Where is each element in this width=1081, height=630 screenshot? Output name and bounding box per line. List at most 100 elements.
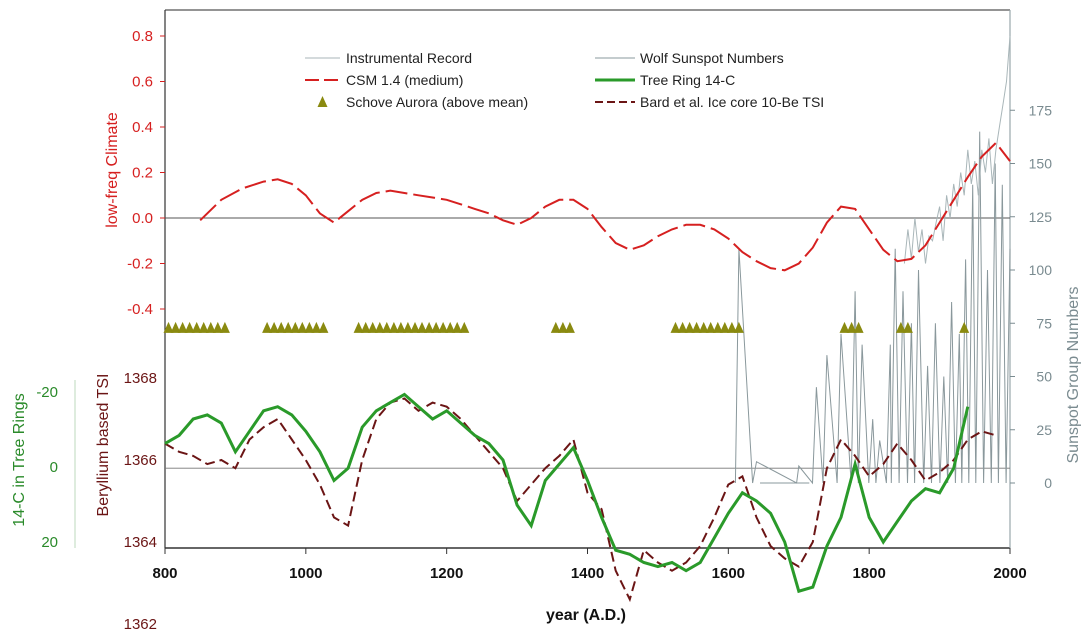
aurora-marker bbox=[198, 321, 209, 333]
legend-label: Instrumental Record bbox=[346, 50, 472, 66]
aurora-marker bbox=[353, 321, 364, 333]
aurora-marker bbox=[212, 321, 223, 333]
c14-tick-label: -20 bbox=[36, 384, 58, 401]
aurora-marker bbox=[163, 321, 174, 333]
x-axis-label: year (A.D.) bbox=[546, 607, 626, 624]
legend-item: Bard et al. Ice core 10-Be TSI bbox=[595, 94, 824, 110]
aurora-marker bbox=[318, 321, 329, 333]
aurora-marker bbox=[262, 321, 273, 333]
aurora-marker bbox=[417, 321, 427, 333]
tree-ring-series-line bbox=[164, 392, 970, 594]
aurora-marker bbox=[698, 321, 709, 333]
aurora-marker bbox=[191, 321, 202, 333]
legend-label: Tree Ring 14-C bbox=[640, 72, 735, 88]
aurora-marker bbox=[853, 321, 864, 333]
sunspot-tick-label: 100 bbox=[1029, 262, 1053, 278]
aurora-marker bbox=[726, 321, 737, 333]
x-tick-label: 1600 bbox=[712, 565, 745, 582]
aurora-marker bbox=[902, 321, 913, 333]
climate-tick-label: 0.2 bbox=[132, 165, 153, 182]
aurora-marker bbox=[410, 321, 420, 333]
aurora-marker bbox=[431, 321, 442, 333]
tsi-tick-label: 1362 bbox=[124, 616, 157, 630]
aurora-marker bbox=[283, 321, 294, 333]
aurora-marker bbox=[402, 321, 413, 333]
legend-item: Schove Aurora (above mean) bbox=[317, 94, 528, 110]
x-tick-label: 1000 bbox=[289, 565, 322, 582]
series-layer bbox=[163, 35, 1011, 603]
aurora-marker bbox=[670, 321, 681, 333]
aurora-marker bbox=[895, 321, 906, 333]
climate-tick-label: 0.6 bbox=[132, 74, 153, 91]
instrumental-series-line bbox=[903, 35, 1011, 264]
legend-label: CSM 1.4 (medium) bbox=[346, 72, 463, 88]
aurora-marker bbox=[367, 321, 378, 333]
aurora-marker bbox=[452, 321, 463, 333]
aurora-marker bbox=[959, 321, 970, 333]
aurora-marker bbox=[388, 321, 399, 333]
aurora-marker bbox=[424, 321, 435, 333]
sunspot-tick-label: 25 bbox=[1036, 422, 1052, 438]
sunspot-tick-label: 50 bbox=[1036, 369, 1052, 385]
aurora-marker bbox=[276, 321, 287, 333]
bard-tsi-series-line bbox=[164, 397, 997, 603]
aurora-marker bbox=[311, 321, 322, 333]
legend-item: Wolf Sunspot Numbers bbox=[595, 50, 784, 66]
legend-label: Wolf Sunspot Numbers bbox=[640, 50, 784, 66]
legend-item: Instrumental Record bbox=[305, 50, 472, 66]
sunspot-series-line bbox=[734, 131, 1011, 485]
aurora-marker bbox=[290, 321, 301, 333]
aurora-marker bbox=[550, 321, 561, 333]
legend-label: Bard et al. Ice core 10-Be TSI bbox=[640, 94, 824, 110]
sunspot-axis-label: Sunspot Group Numbers bbox=[1065, 287, 1081, 464]
climate-tick-label: -0.2 bbox=[127, 256, 153, 273]
aurora-marker bbox=[170, 321, 181, 333]
x-tick-label: 1800 bbox=[852, 565, 885, 582]
aurora-marker bbox=[269, 321, 280, 333]
aurora-marker bbox=[445, 321, 456, 333]
sunspot-tick-label: 0 bbox=[1044, 475, 1052, 491]
aurora-marker bbox=[564, 321, 575, 333]
aurora-marker bbox=[219, 321, 230, 333]
c14-tick-label: 0 bbox=[50, 459, 58, 476]
x-tick-label: 800 bbox=[152, 565, 177, 582]
aurora-marker bbox=[395, 321, 406, 333]
csm-series-line bbox=[199, 141, 1011, 272]
aurora-marker bbox=[184, 321, 195, 333]
aurora-marker bbox=[684, 321, 695, 333]
c14-axis-label: 14-C in Tree Rings bbox=[11, 393, 28, 526]
climate-axis-label: low-freq Climate bbox=[104, 112, 121, 228]
climate-tick-label: 0.0 bbox=[132, 210, 153, 227]
aurora-marker bbox=[839, 321, 850, 333]
aurora-marker bbox=[733, 321, 744, 333]
sunspot-tick-label: 75 bbox=[1036, 315, 1052, 331]
aurora-marker bbox=[705, 321, 716, 333]
ticks-layer: 800 1000 1200 1400 1600 1800 20000.80.60.40.20… bbox=[36, 28, 1052, 630]
aurora-marker bbox=[677, 321, 688, 333]
tsi-tick-label: 1368 bbox=[124, 370, 157, 387]
sunspot-tick-label: 175 bbox=[1029, 102, 1053, 118]
climate-tick-label: -0.4 bbox=[127, 301, 153, 318]
c14-tick-label: 20 bbox=[41, 534, 58, 551]
aurora-marker bbox=[297, 321, 308, 333]
x-tick-label: 1400 bbox=[571, 565, 604, 582]
sunspot-tick-label: 125 bbox=[1029, 209, 1053, 225]
legend-label: Schove Aurora (above mean) bbox=[346, 94, 528, 110]
climate-tick-label: 0.4 bbox=[132, 119, 153, 136]
tsi-tick-label: 1366 bbox=[124, 452, 157, 469]
aurora-marker bbox=[381, 321, 392, 333]
aurora-marker bbox=[459, 321, 470, 333]
aurora-marker bbox=[557, 321, 568, 333]
aurora-marker bbox=[360, 321, 371, 333]
aurora-marker bbox=[177, 321, 188, 333]
tsi-tick-label: 1364 bbox=[124, 534, 157, 551]
aurora-marker bbox=[438, 321, 449, 333]
legend-swatch bbox=[317, 96, 328, 107]
x-tick-label: 2000 bbox=[993, 565, 1026, 582]
aurora-marker bbox=[846, 321, 857, 333]
aurora-marker bbox=[719, 321, 730, 333]
legend-item: CSM 1.4 (medium) bbox=[305, 72, 463, 88]
tsi-axis-label: Beryllium based TSI bbox=[95, 374, 112, 517]
climate-tick-label: 0.8 bbox=[132, 28, 153, 45]
